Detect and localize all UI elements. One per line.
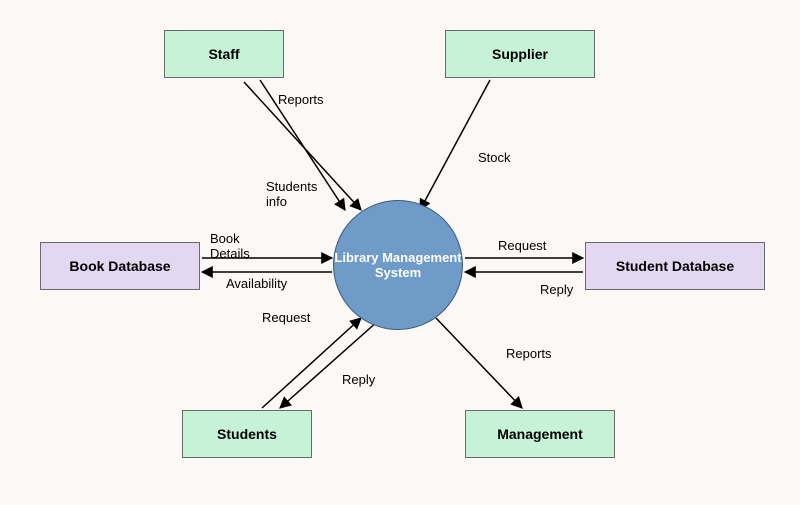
entity-supplier: Supplier — [445, 30, 595, 78]
edge-label: Studentsinfo — [266, 180, 317, 210]
entity-management: Management — [465, 410, 615, 458]
entity-management-label: Management — [497, 426, 583, 442]
edge-label: Reports — [506, 346, 552, 361]
edge-line — [262, 318, 361, 408]
edge-label: Request — [498, 238, 546, 253]
entity-supplier-label: Supplier — [492, 46, 548, 62]
edge-label: Request — [262, 310, 310, 325]
entity-students: Students — [182, 410, 312, 458]
central-process: Library Management System — [333, 200, 463, 330]
edge-line — [436, 318, 522, 408]
entity-student-database: Student Database — [585, 242, 765, 290]
entity-book-database-label: Book Database — [69, 258, 170, 274]
edge-line — [420, 80, 490, 210]
edge-label: Reports — [278, 92, 324, 107]
entity-staff: Staff — [164, 30, 284, 78]
entity-students-label: Students — [217, 426, 277, 442]
edge-label: Stock — [478, 150, 511, 165]
edge-label: Reply — [540, 282, 573, 297]
edge-line — [280, 321, 378, 408]
central-process-label: Library Management System — [334, 250, 462, 280]
entity-book-database: Book Database — [40, 242, 200, 290]
edge-label: Reply — [342, 372, 375, 387]
edge-label: BookDetails — [210, 232, 250, 262]
edge-label: Availability — [226, 276, 287, 291]
entity-student-database-label: Student Database — [616, 258, 734, 274]
entity-staff-label: Staff — [208, 46, 239, 62]
